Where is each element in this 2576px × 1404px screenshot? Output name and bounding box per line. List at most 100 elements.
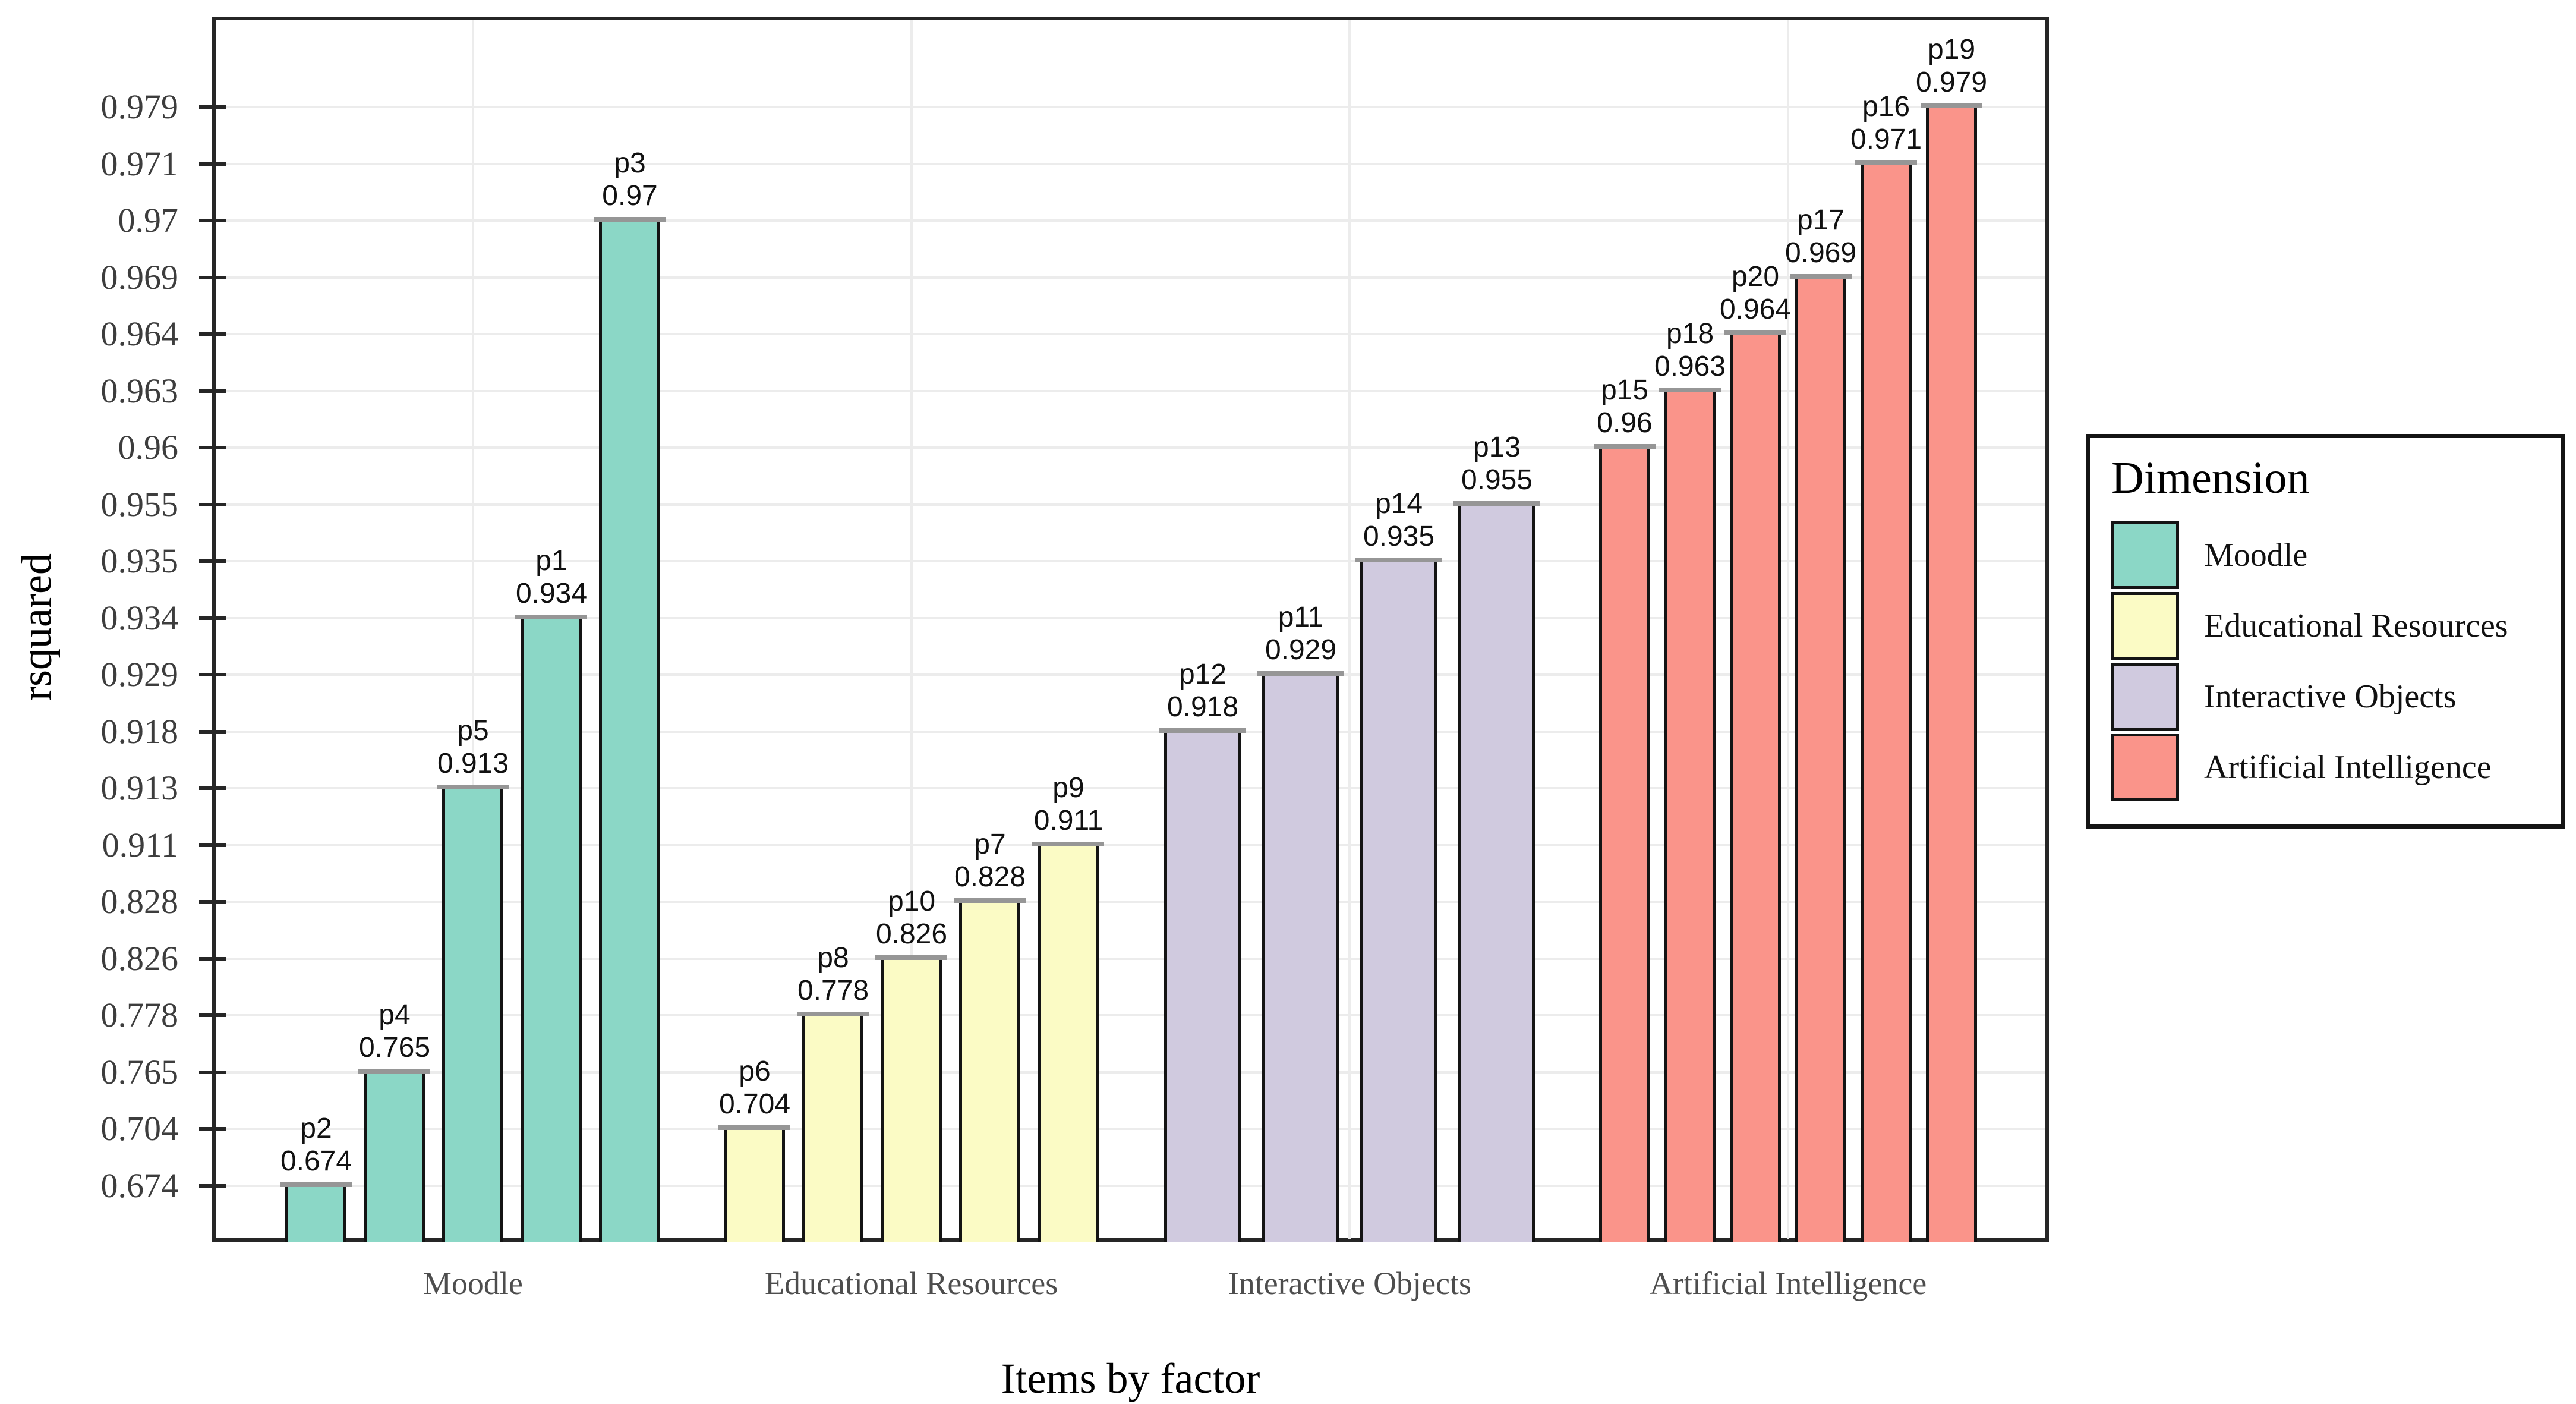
bar-p8 — [802, 1016, 863, 1242]
bar-top-cap — [437, 785, 509, 789]
y-tick-mark — [199, 1127, 226, 1131]
y-gridline — [216, 276, 2045, 279]
y-tick-label: 0.778 — [100, 996, 179, 1034]
bar-p18 — [1664, 392, 1716, 1242]
bar-top-cap — [954, 898, 1026, 903]
legend-label: Interactive Objects — [2204, 678, 2457, 715]
y-gridline — [216, 901, 2045, 903]
bar-value-label: p7 0.828 — [954, 828, 1026, 893]
bar-p1 — [521, 619, 582, 1242]
y-tick-label: 0.704 — [100, 1109, 179, 1148]
bar-item-name: p1 — [535, 544, 567, 577]
bar-p17 — [1795, 278, 1846, 1242]
bar-top-cap — [358, 1068, 430, 1074]
y-tick-mark — [199, 1183, 226, 1188]
legend-swatch-artificial-intelligence — [2111, 734, 2179, 801]
bar-top-cap — [1032, 841, 1104, 846]
y-tick-mark — [199, 446, 226, 449]
y-tick-mark — [199, 502, 226, 506]
bar-item-name: p9 — [1052, 772, 1084, 804]
bar-top-cap — [1594, 444, 1656, 449]
bar-top-cap — [1659, 387, 1721, 392]
bar-item-name: p11 — [1278, 602, 1324, 633]
y-tick-mark — [199, 786, 226, 790]
y-gridline — [216, 446, 2045, 449]
bar-p10 — [881, 959, 942, 1242]
y-gridline — [216, 787, 2045, 789]
y-tick-label: 0.918 — [100, 712, 179, 751]
y-tick-mark — [199, 673, 226, 676]
bar-item-name: p14 — [1374, 488, 1423, 520]
y-tick-label: 0.96 — [118, 428, 179, 467]
y-gridline — [216, 106, 2045, 108]
bar-item-value: 0.918 — [1166, 691, 1239, 723]
y-gridline — [216, 560, 2045, 562]
y-tick-label: 0.971 — [100, 144, 179, 183]
bar-value-label: p9 0.911 — [1034, 772, 1103, 837]
y-tick-mark — [199, 389, 226, 393]
y-tick-label: 0.964 — [100, 314, 179, 353]
bar-item-value: 0.765 — [358, 1031, 431, 1063]
bar-value-label: p14 0.935 — [1363, 487, 1434, 553]
bar-p19 — [1926, 108, 1977, 1242]
legend-swatch-moodle — [2111, 521, 2179, 589]
x-gridline — [1348, 20, 1351, 1239]
y-tick-mark — [199, 332, 226, 336]
bar-item-name: p2 — [300, 1112, 332, 1144]
bar-p6 — [724, 1130, 785, 1242]
legend-title: Dimension — [2111, 453, 2310, 503]
bar-item-value: 0.963 — [1654, 350, 1726, 382]
bar-p3 — [599, 222, 660, 1242]
bar-value-label: p6 0.704 — [719, 1055, 790, 1120]
bar-item-name: p3 — [614, 147, 646, 179]
y-tick-label: 0.979 — [100, 87, 179, 126]
y-tick-mark — [199, 843, 226, 847]
bar-item-value: 0.911 — [1033, 804, 1103, 836]
x-gridline — [471, 20, 474, 1239]
bar-value-label: p12 0.918 — [1167, 658, 1238, 723]
y-gridline — [216, 1184, 2045, 1187]
bar-top-cap — [1724, 330, 1786, 335]
y-tick-mark — [199, 956, 226, 961]
y-tick-mark — [199, 900, 226, 904]
bar-top-cap — [515, 614, 587, 619]
bar-p13 — [1458, 505, 1535, 1242]
bar-item-value: 0.971 — [1850, 123, 1922, 155]
legend-swatch-educational-resources — [2111, 592, 2179, 660]
bar-item-value: 0.96 — [1597, 407, 1653, 439]
bar-item-value: 0.826 — [875, 918, 948, 950]
y-tick-label: 0.934 — [100, 598, 179, 637]
bar-item-name: p18 — [1666, 317, 1714, 350]
bar-value-label: p16 0.971 — [1850, 90, 1922, 156]
legend-swatch-interactive-objects — [2111, 663, 2179, 731]
x-category-label: Educational Resources — [764, 1266, 1058, 1301]
y-tick-label: 0.674 — [100, 1166, 179, 1205]
bar-top-cap — [1453, 500, 1540, 506]
bar-item-value: 0.969 — [1784, 237, 1857, 269]
y-tick-mark — [199, 729, 226, 734]
bar-item-name: p5 — [457, 715, 489, 747]
bar-value-label: p1 0.934 — [516, 544, 587, 610]
y-gridline — [216, 389, 2045, 392]
bar-top-cap — [1921, 103, 1982, 108]
bar-item-value: 0.704 — [718, 1088, 791, 1120]
x-category-label: Interactive Objects — [1228, 1266, 1472, 1301]
bar-item-name: p19 — [1927, 34, 1976, 65]
y-gridline — [216, 616, 2045, 619]
bar-item-value: 0.934 — [515, 577, 588, 609]
y-gridline — [216, 843, 2045, 846]
bar-item-name: p17 — [1796, 204, 1845, 236]
y-gridline — [216, 673, 2045, 676]
bar-value-label: p4 0.765 — [359, 999, 430, 1064]
y-tick-mark — [199, 559, 226, 563]
bar-value-label: p13 0.955 — [1461, 431, 1533, 496]
y-gridline — [216, 333, 2045, 335]
y-tick-mark — [199, 616, 226, 620]
bar-item-name: p12 — [1178, 658, 1227, 690]
bar-value-label: p11 0.929 — [1265, 601, 1336, 666]
y-tick-label: 0.935 — [100, 542, 179, 580]
legend-label: Educational Resources — [2204, 607, 2508, 644]
bar-top-cap — [1355, 558, 1442, 562]
y-gridline — [216, 503, 2045, 506]
